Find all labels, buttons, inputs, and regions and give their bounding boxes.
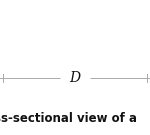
Text: ss-sectional view of a: ss-sectional view of a bbox=[0, 112, 137, 125]
Text: D: D bbox=[69, 71, 81, 85]
